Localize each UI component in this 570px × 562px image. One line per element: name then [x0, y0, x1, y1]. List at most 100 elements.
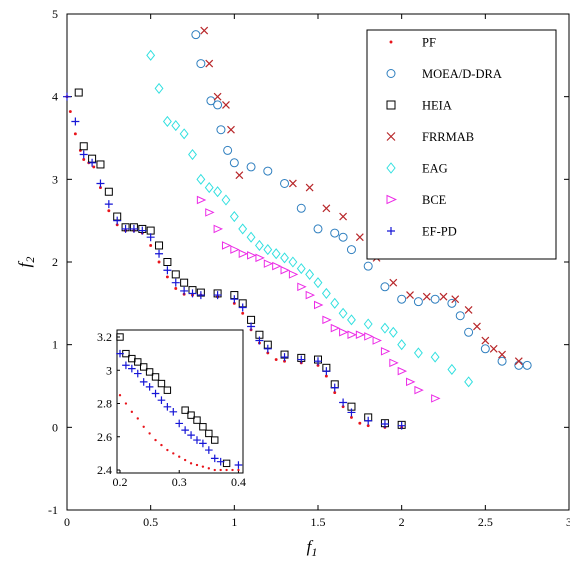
x-axis-label: f1	[307, 537, 318, 559]
data-point	[205, 208, 215, 217]
inset-data-point	[181, 406, 189, 414]
legend-label: BCE	[422, 193, 447, 207]
inset-data-point	[201, 465, 205, 468]
inset-data-point	[139, 363, 148, 371]
data-point	[206, 96, 216, 106]
data-point	[406, 291, 414, 299]
inset-y-tick-label: 3	[106, 363, 112, 377]
data-point	[324, 374, 328, 378]
data-point	[380, 322, 390, 334]
data-point	[366, 424, 370, 428]
data-point	[223, 145, 233, 155]
y-axis: -1 0 1 2 3 4 5	[48, 7, 569, 517]
data-point	[230, 295, 239, 304]
data-point	[230, 245, 240, 254]
data-point	[99, 186, 102, 190]
data-point	[121, 224, 130, 233]
data-point	[413, 347, 423, 359]
data-point	[171, 120, 181, 132]
data-point	[71, 117, 80, 126]
data-point	[238, 223, 248, 235]
x-tick-label: 1.5	[311, 515, 326, 529]
inset-data-point	[187, 411, 195, 419]
inset-series-ef-pd	[116, 349, 243, 469]
series-frrmab	[200, 26, 523, 366]
inset-data-point	[213, 468, 216, 472]
data-point	[355, 233, 364, 242]
y-tick-label: -1	[48, 503, 58, 517]
legend-marker	[387, 227, 395, 235]
data-point	[104, 187, 113, 196]
inset-plot: 0.2 0.3 0.4 2.4 2.6 2.8 3 3.2	[97, 329, 246, 489]
data-point	[350, 415, 353, 419]
data-point	[82, 158, 86, 161]
data-point	[200, 26, 209, 35]
data-point	[179, 128, 189, 140]
data-point	[146, 49, 156, 61]
data-point	[389, 278, 398, 287]
data-point	[79, 142, 88, 151]
data-point	[358, 421, 362, 425]
data-point	[283, 359, 286, 363]
inset-data-point	[193, 416, 201, 424]
data-point	[216, 125, 226, 135]
inset-data-point	[163, 403, 172, 411]
data-point	[96, 179, 105, 188]
inset-data-point	[199, 423, 207, 431]
data-point	[180, 278, 189, 287]
inset-data-point	[178, 455, 181, 458]
data-point	[316, 363, 320, 367]
data-point	[138, 226, 147, 235]
inset-data-point	[142, 425, 145, 428]
y-tick-label: 0	[52, 420, 58, 434]
data-point	[266, 351, 270, 355]
data-point	[165, 275, 169, 279]
data-point	[363, 318, 373, 330]
data-point	[330, 297, 340, 309]
data-point	[229, 158, 239, 168]
inset-data-point	[166, 448, 169, 452]
data-point	[246, 231, 256, 243]
data-point	[88, 158, 97, 167]
series-eag	[146, 49, 474, 388]
inset-y-tick-label: 2.4	[97, 463, 112, 477]
data-point	[497, 356, 507, 366]
data-point	[439, 292, 448, 301]
data-point	[232, 301, 236, 305]
data-point	[363, 261, 373, 271]
data-point	[314, 357, 322, 366]
data-point	[280, 353, 289, 362]
data-point	[296, 203, 306, 213]
data-point	[406, 377, 416, 387]
data-point	[63, 92, 71, 101]
data-point	[213, 92, 222, 101]
data-point	[162, 115, 172, 128]
inset-data-point	[145, 383, 154, 391]
data-point	[297, 355, 306, 364]
inset-x-tick-label: 0.4	[231, 475, 246, 489]
inset-data-point	[225, 468, 228, 472]
data-point	[74, 88, 83, 97]
data-point	[288, 270, 299, 279]
data-point	[333, 391, 337, 395]
x-axis: 0 0.5 1 1.5 2 2.5 3	[64, 14, 570, 529]
data-point	[330, 228, 340, 238]
data-point	[213, 100, 223, 110]
y-tick-label: 4	[52, 90, 58, 104]
inset-data-point	[122, 361, 130, 370]
data-point	[213, 224, 224, 234]
data-point	[263, 166, 273, 176]
data-point	[388, 326, 398, 338]
data-point	[155, 249, 164, 258]
data-point	[241, 311, 245, 315]
data-point	[222, 101, 230, 109]
data-point	[451, 295, 460, 304]
x-tick-label: 2	[399, 515, 405, 529]
data-point	[73, 132, 77, 136]
inset-data-point	[151, 389, 160, 398]
data-point	[414, 385, 424, 395]
data-point	[196, 195, 207, 205]
inset-data-point	[189, 462, 193, 465]
data-point	[455, 311, 465, 321]
series-bce	[196, 195, 441, 403]
